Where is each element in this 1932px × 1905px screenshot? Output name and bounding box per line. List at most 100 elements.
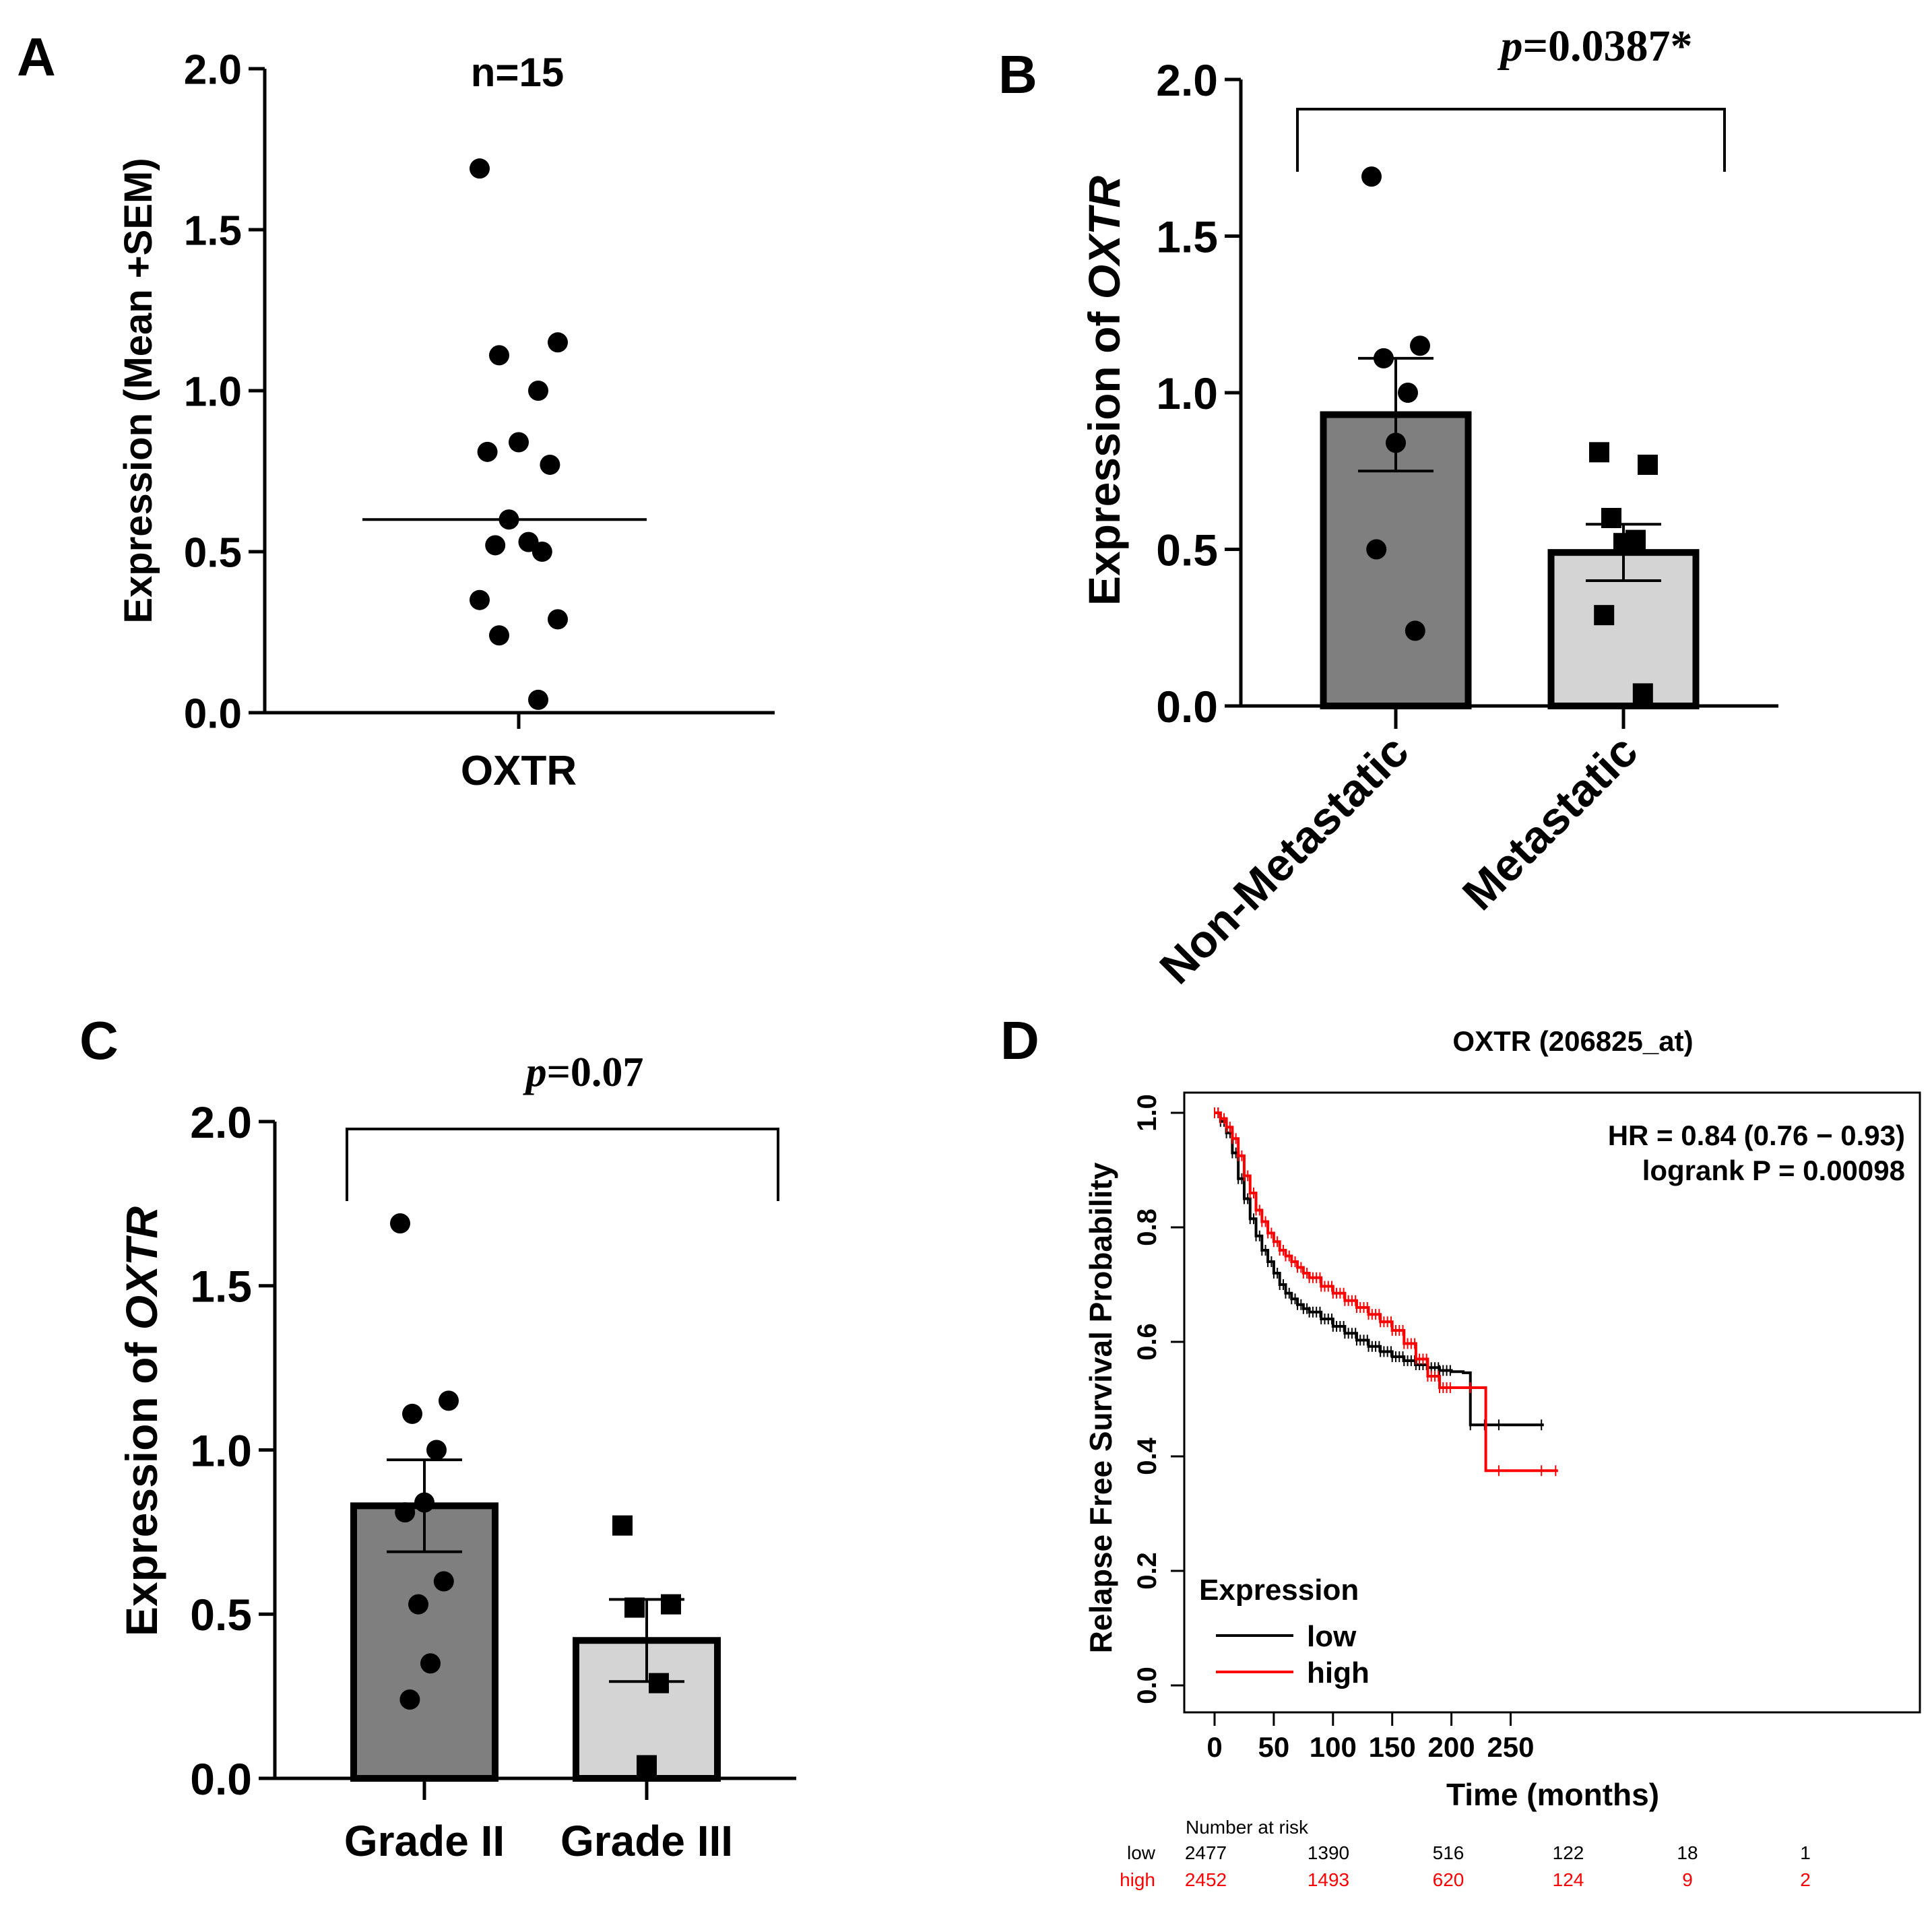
panel-b-significance-bracket (1296, 108, 1726, 172)
panel-b-p-number: =0.0387* (1522, 22, 1692, 71)
panel-c-point-g2-0 (612, 1515, 633, 1536)
panel-b-y-label-plain: Expression of (1079, 299, 1129, 606)
panel-d-curves (1214, 1107, 1558, 1477)
panel-d-plot-frame (1183, 1091, 1921, 1714)
panel-d-curve-high (1215, 1111, 1558, 1473)
panel-c-significance-bracket (346, 1128, 779, 1201)
panel-b-point-g1-0 (1361, 166, 1382, 187)
panel-b-point-g1-4 (1386, 432, 1406, 453)
panel-b-y-tick-label-3: 1.5 (1156, 212, 1218, 261)
panel-b-y-ticks: 0.0 0.5 1.0 1.5 2.0 (1156, 55, 1241, 732)
panel-b-point-g1-3 (1398, 383, 1418, 403)
panel-c-point-g1-7 (408, 1594, 428, 1615)
panel-a-point-6 (540, 454, 560, 475)
panel-d-censor-marks-low (1214, 1107, 1543, 1431)
panel-c-y-tick-label-2: 1.0 (190, 1425, 252, 1475)
panel-b-y-tick-label-1: 0.5 (1156, 525, 1218, 575)
panel-c-y-ticks: 0.0 0.5 1.0 1.5 2.0 (190, 1097, 275, 1804)
panel-c-point-g2-3 (649, 1673, 669, 1693)
panel-a-points (470, 158, 568, 710)
panel-c-point-g1-4 (414, 1492, 434, 1513)
panel-c-p-value: p=0.07 (523, 1050, 644, 1095)
panel-c-point-g2-1 (661, 1594, 681, 1615)
risk-low-value-5: 1 (1800, 1842, 1811, 1863)
panel-a-x-tick-label: OXTR (461, 748, 577, 794)
panel-a-y-tick-label-1: 0.5 (184, 529, 242, 576)
panel-b-point-g1-1 (1410, 335, 1430, 356)
panel-c-point-g1-2 (402, 1403, 422, 1424)
panel-d-y-tick-label-5: 1.0 (1132, 1094, 1162, 1132)
panel-d-hazard-ratio: HR = 0.84 (0.76 − 0.93) (1608, 1120, 1905, 1151)
panel-d-x-axis-label: Time (months) (1446, 1777, 1659, 1812)
panel-d-x-tick-label-3: 150 (1369, 1731, 1416, 1763)
risk-table-values: 2477 1390 516 122 18 1 2452 1493 620 124 9 2 (1185, 1842, 1811, 1890)
panel-d-x-tick-label-2: 100 (1310, 1731, 1357, 1763)
panel-b-point-g2-2 (1601, 508, 1621, 528)
panel-d-y-tick-label-2: 0.4 (1132, 1437, 1162, 1475)
panel-b-points (1361, 166, 1658, 704)
risk-low-value-4: 18 (1677, 1842, 1698, 1863)
panel-a-point-5 (477, 441, 498, 462)
panel-b-p-italic: p (1497, 22, 1522, 71)
panel-b-x-tick-label-1: Non-Metastatic (1150, 725, 1418, 994)
panel-b-y-tick-label-0: 0.0 (1156, 682, 1218, 732)
panel-d-title: OXTR (206825_at) (1452, 1025, 1693, 1057)
panel-b-point-g2-6 (1632, 683, 1653, 704)
panel-a-y-ticks: 0.0 0.5 1.0 1.5 2.0 (184, 46, 265, 737)
panel-c-points (390, 1213, 681, 1776)
panel-c-y-tick-label-4: 2.0 (190, 1097, 252, 1147)
panel-a-point-12 (548, 609, 568, 630)
panel-d-legend: Expression low high (1199, 1574, 1370, 1689)
panel-d-y-ticks: 0.0 0.2 0.4 0.6 0.8 1.0 (1132, 1094, 1184, 1704)
panel-b-x-tick-label-2: Metastatic (1453, 725, 1648, 920)
panel-d-y-axis-label: Relapse Free Survival Probability (1083, 1162, 1118, 1653)
panel-a-point-14 (528, 689, 548, 710)
panel-d-y-tick-label-3: 0.6 (1132, 1323, 1162, 1361)
panel-a-point-1 (548, 332, 568, 353)
risk-high-value-3: 124 (1553, 1869, 1584, 1890)
panel-b-y-axis-label: Expression of OXTR (1079, 176, 1129, 606)
panel-b-y-label-italic: OXTR (1079, 176, 1129, 300)
panel-b-point-g1-2 (1374, 348, 1394, 368)
risk-low-value-3: 122 (1553, 1842, 1584, 1863)
panel-b-point-g2-1 (1638, 454, 1658, 475)
panel-a-n-label: n=15 (471, 50, 564, 95)
panel-a-point-13 (489, 625, 509, 646)
panel-d-x-tick-label-4: 200 (1428, 1731, 1475, 1763)
risk-high-value-1: 1493 (1308, 1869, 1349, 1890)
panel-c: C p=0.07 Expression of OXTR 0.0 0.5 1.0 1.5… (79, 1010, 796, 1865)
panel-c-point-g1-9 (399, 1689, 420, 1710)
panel-a-point-9 (485, 535, 506, 556)
panel-d-y-tick-label-4: 0.8 (1132, 1208, 1162, 1246)
legend-high-label: high (1307, 1656, 1370, 1689)
panel-c-point-g1-0 (390, 1213, 410, 1234)
risk-low-value-0: 2477 (1185, 1842, 1227, 1863)
panel-c-x-tick-label-2: Grade III (560, 1817, 733, 1865)
risk-high-value-2: 620 (1433, 1869, 1464, 1890)
panel-a-y-tick-label-4: 2.0 (184, 46, 242, 93)
panel-c-point-g1-5 (395, 1502, 416, 1523)
panel-a-y-tick-label-0: 0.0 (184, 690, 242, 737)
panel-letter-a: A (17, 27, 56, 87)
panel-a-point-11 (470, 589, 490, 610)
panel-d: D OXTR (206825_at) Relapse Free Survival… (1000, 1010, 1921, 1890)
panel-letter-c: C (79, 1010, 119, 1070)
legend-title: Expression (1199, 1574, 1359, 1607)
panel-d-x-tick-label-0: 0 (1206, 1731, 1222, 1763)
panel-c-point-g1-6 (433, 1571, 454, 1592)
panel-c-y-tick-label-0: 0.0 (190, 1754, 252, 1804)
panel-letter-d: D (1000, 1010, 1039, 1070)
panel-c-y-axis-label: Expression of OXTR (117, 1206, 166, 1636)
risk-high-value-4: 9 (1682, 1869, 1693, 1890)
risk-low-value-1: 1390 (1308, 1842, 1349, 1863)
risk-row-low-label: low (1127, 1842, 1156, 1863)
panel-d-x-ticks: 0 50 100 150 200 250 (1206, 1712, 1535, 1763)
panel-a-point-2 (489, 345, 509, 366)
panel-a-y-tick-label-2: 1.0 (184, 368, 242, 415)
panel-a-y-tick-label-3: 1.5 (184, 207, 242, 254)
panel-a-y-axis-label: Expression (Mean +SEM) (117, 158, 160, 623)
panel-d-curve-low (1215, 1111, 1544, 1427)
risk-row-high-label: high (1120, 1869, 1155, 1890)
panel-c-point-g1-3 (426, 1440, 447, 1460)
